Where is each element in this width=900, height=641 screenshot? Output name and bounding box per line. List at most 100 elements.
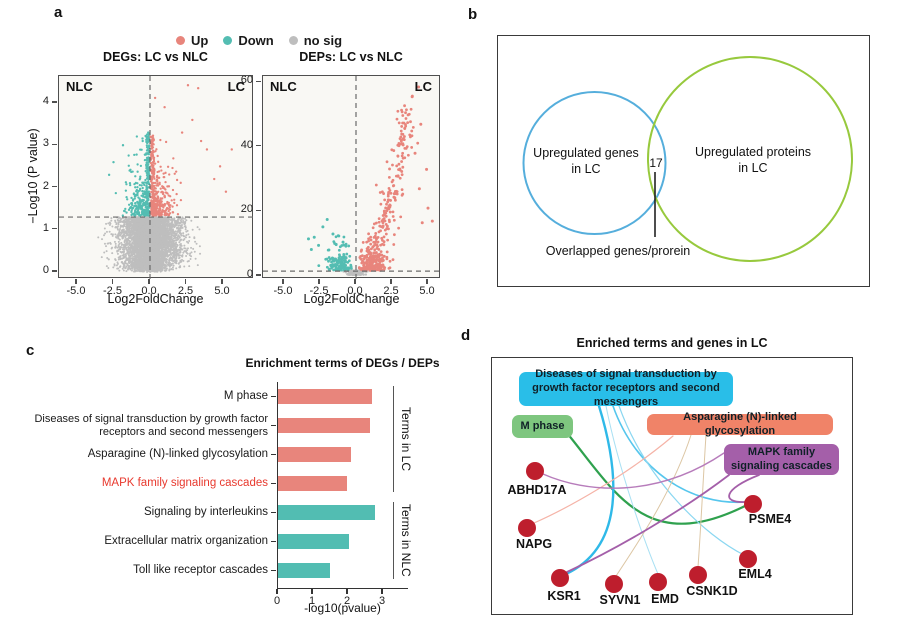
network-edge-mapk-PSME4 <box>728 474 760 503</box>
network-gene-node-PSME4 <box>744 495 762 513</box>
volcano-degs-points <box>59 76 254 279</box>
barchart-row-label: Extracellular matrix organization <box>104 534 268 547</box>
volcano_degs-y-tick-label: 2 <box>42 179 49 192</box>
panel-a-label: a <box>54 4 63 21</box>
network-edge-mapk-ABHD17A <box>542 452 725 489</box>
volcano-degs-region-nlc: NLC <box>66 79 93 94</box>
venn-panel-box: Upregulated genes in LC Upregulated prot… <box>497 35 870 287</box>
volcano_degs-y-tick-mark <box>52 270 57 272</box>
volcano_deps-y-tick-mark <box>256 274 261 276</box>
venn-proteins-label-line1: Upregulated proteins <box>694 145 812 159</box>
volcano-degs-region-lc: LC <box>227 79 245 94</box>
venn-circle-proteins <box>647 56 853 262</box>
network-gene-node-SYVN1 <box>605 575 623 593</box>
venn-proteins-label: Upregulated proteins in LC <box>673 145 833 176</box>
barchart-x-axis-label: -log10(pvalue) <box>304 601 381 615</box>
barchart-bracket-line <box>393 502 395 579</box>
venn-genes-label-line1: Upregulated genes <box>533 146 639 160</box>
barchart-x-tick-label: 3 <box>378 595 386 607</box>
barchart-row-tick <box>271 540 276 542</box>
volcano_degs-x-tick-label: -5.0 <box>66 285 86 297</box>
barchart-x-tick-label: 2 <box>343 595 351 607</box>
barchart-row: Diseases of signal transduction by growt… <box>30 411 410 440</box>
legend-dot-icon <box>176 36 185 45</box>
network-edge-asparagine-SYVN1 <box>615 434 692 577</box>
barchart-row: Extracellular matrix organization <box>30 527 410 556</box>
network-gene-label-EMD: EMD <box>651 592 679 606</box>
network-gene-label-ABHD17A: ABHD17A <box>507 483 566 497</box>
barchart-row-tick <box>271 569 276 571</box>
network-gene-label-EML4: EML4 <box>738 567 771 581</box>
barchart-rows: M phase Diseases of signal transduction b… <box>30 382 410 585</box>
barchart-row-label: Asparagine (N)-linked glycosylation <box>87 447 268 460</box>
barchart-x-axis <box>277 588 408 590</box>
barchart-row: Signaling by interleukins <box>30 498 410 527</box>
legend-item-up: Up <box>176 33 208 48</box>
network-edge-mapk-KSR1 <box>566 474 730 573</box>
legend-item-label: no sig <box>303 33 343 48</box>
network-gene-node-CSNK1D <box>689 566 707 584</box>
volcano_deps-x-tick-mark <box>354 278 356 284</box>
volcano-degs-x-axis-label: Log2FoldChange <box>107 292 204 306</box>
barchart-bar <box>277 476 347 491</box>
barchart-bar <box>277 505 375 520</box>
volcano-deps-region-lc: LC <box>414 79 432 94</box>
volcano_degs-x-tick-mark <box>148 278 150 284</box>
volcano_deps-y-tick-mark <box>256 145 261 147</box>
volcano_deps-x-tick-mark <box>390 278 392 284</box>
network-term-box-diseases: Diseases of signal transduction by growt… <box>519 368 733 408</box>
barchart-bracket-label: Terms in NLC <box>399 504 413 577</box>
network-panel-box: ABHD17A NAPG KSR1 SYVN1 EMD CSNK1D EML4 PSME4 D… <box>491 357 853 615</box>
volcano_deps-x-tick-mark <box>282 278 284 284</box>
venn-circle-genes <box>522 91 667 235</box>
barchart-y-axis <box>277 382 279 588</box>
volcano_degs-y-tick-label: 0 <box>42 264 49 276</box>
barchart-x-tick-mark <box>381 589 383 594</box>
barchart-row: M phase <box>30 382 410 411</box>
panel-c-label: c <box>26 342 35 359</box>
barchart-x-tick-label: 1 <box>308 595 316 607</box>
volcano_deps-x-tick-label: 5.0 <box>419 285 435 297</box>
volcano-deps-plot: NLC LC <box>262 75 441 279</box>
legend-item-down: Down <box>223 33 274 48</box>
barchart-x-tick-mark <box>276 589 278 594</box>
volcano_degs-y-tick-label: 1 <box>42 221 49 234</box>
barchart-row-label: Signaling by interleukins <box>143 505 268 518</box>
barchart-row-tick <box>271 511 276 513</box>
venn-proteins-label-line2: in LC <box>738 160 768 175</box>
volcano_deps-x-tick-label: 2.5 <box>383 285 399 297</box>
volcano_degs-x-tick-mark <box>111 278 114 284</box>
network-title: Enriched terms and genes in LC <box>576 336 768 350</box>
barchart-row-label: MAPK family signaling cascades <box>101 476 268 489</box>
volcano-degs-plot: NLC LC <box>58 75 254 279</box>
volcano-deps-points <box>263 76 441 279</box>
volcano-degs-title: DEGs: LC vs NLC <box>103 50 208 64</box>
barchart-bar <box>277 563 330 578</box>
volcano_degs-x-tick-label: 2.5 <box>177 285 194 297</box>
barchart-row: Asparagine (N)-linked glycosylation <box>30 440 410 469</box>
barchart-x-tick-mark <box>311 589 313 594</box>
network-gene-label-KSR1: KSR1 <box>547 589 580 603</box>
barchart-row-tick <box>271 453 276 455</box>
volcano_deps-y-tick-label: 20 <box>240 203 253 216</box>
volcano-deps-region-nlc: NLC <box>270 79 297 94</box>
network-edge-diseases-EML4 <box>618 405 745 556</box>
network-edge-m_phase-PSME4 <box>565 431 749 525</box>
volcano_deps-y-tick-label: 60 <box>240 74 253 87</box>
venn-genes-label: Upregulated genes in LC <box>511 146 661 177</box>
volcano_deps-x-tick-label: 0.0 <box>347 285 363 297</box>
network-edge-asparagine-CSNK1D <box>697 434 707 568</box>
volcano_degs-y-tick-label: 3 <box>42 137 49 150</box>
barchart-row-tick <box>271 424 276 426</box>
legend-item-label: Down <box>238 33 274 48</box>
volcano_degs-x-tick-label: 5.0 <box>214 285 230 297</box>
venn-overlap-label: Overlapped genes/prorein <box>545 244 691 258</box>
network-gene-node-ABHD17A <box>526 462 544 480</box>
volcano_deps-y-tick-label: 40 <box>240 138 253 151</box>
network-gene-label-CSNK1D: CSNK1D <box>686 584 737 598</box>
venn-genes-label-line2: in LC <box>571 161 601 176</box>
network-gene-label-PSME4: PSME4 <box>749 512 791 526</box>
barchart-x-tick-mark <box>346 589 348 594</box>
network-gene-node-EMD <box>649 573 667 591</box>
barchart-row: Toll like receptor cascades <box>30 556 410 585</box>
